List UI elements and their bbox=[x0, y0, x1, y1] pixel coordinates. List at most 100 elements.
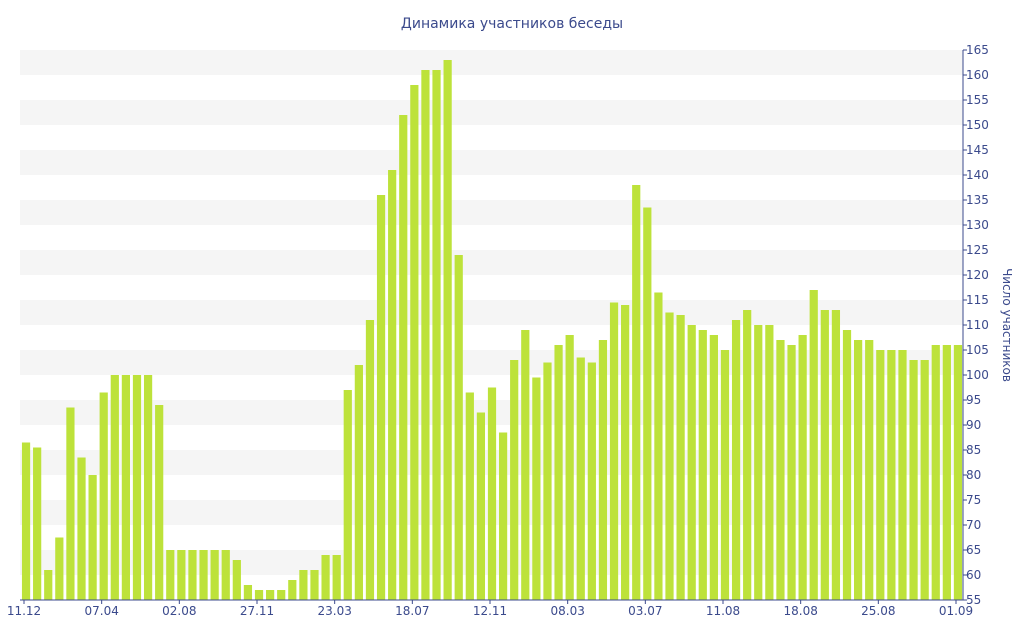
bar bbox=[177, 550, 186, 600]
bar bbox=[454, 255, 463, 600]
bar bbox=[787, 345, 796, 600]
y-tick-label: 135 bbox=[966, 193, 989, 207]
bar bbox=[709, 335, 718, 600]
y-tick-label: 75 bbox=[966, 493, 981, 507]
bar bbox=[232, 560, 241, 600]
bar bbox=[743, 310, 752, 600]
bar bbox=[621, 305, 630, 600]
bar bbox=[898, 350, 907, 600]
bar bbox=[254, 590, 264, 600]
bar bbox=[609, 302, 619, 600]
x-tick-label: 23.03 bbox=[317, 604, 351, 618]
x-tick-label: 08.03 bbox=[550, 604, 584, 618]
y-tick-label: 160 bbox=[966, 68, 989, 82]
bar bbox=[321, 555, 330, 600]
bar bbox=[166, 550, 175, 600]
bar bbox=[698, 330, 707, 600]
grid-band bbox=[20, 150, 963, 175]
bar bbox=[66, 407, 75, 600]
bar bbox=[110, 375, 119, 600]
grid-band bbox=[20, 100, 963, 125]
y-tick-label: 140 bbox=[966, 168, 989, 182]
bar bbox=[310, 570, 319, 600]
bar bbox=[587, 362, 596, 600]
y-tick-label: 145 bbox=[966, 143, 989, 157]
y-tick-label: 105 bbox=[966, 343, 989, 357]
bar bbox=[299, 570, 308, 600]
bar bbox=[343, 390, 352, 600]
bar bbox=[831, 310, 841, 600]
bar bbox=[632, 185, 641, 600]
y-tick-label: 70 bbox=[966, 518, 981, 532]
bars bbox=[21, 60, 963, 600]
bar bbox=[188, 550, 197, 600]
bar bbox=[77, 457, 86, 600]
bar bbox=[44, 570, 53, 600]
bar bbox=[820, 310, 829, 600]
bar bbox=[410, 85, 419, 600]
bar bbox=[565, 335, 574, 600]
bar bbox=[432, 70, 441, 600]
bar bbox=[288, 580, 297, 600]
bar bbox=[654, 292, 663, 600]
y-tick-label: 65 bbox=[966, 543, 981, 557]
grid-band bbox=[20, 50, 963, 75]
y-tick-label: 55 bbox=[966, 593, 981, 607]
y-tick-label: 150 bbox=[966, 118, 989, 132]
x-tick-label: 11.08 bbox=[706, 604, 740, 618]
bar bbox=[354, 365, 363, 600]
bar bbox=[88, 475, 97, 600]
x-ticks: 11.12 07.04 02.08 27.11 23.03 18.07 12.11 08.03… bbox=[7, 600, 973, 618]
bar bbox=[199, 550, 208, 600]
x-tick-label: 01.09 bbox=[939, 604, 973, 618]
bar bbox=[487, 387, 497, 600]
bar bbox=[421, 70, 430, 600]
bar bbox=[543, 362, 552, 600]
bar bbox=[132, 375, 142, 600]
bar bbox=[465, 392, 474, 600]
bar bbox=[476, 412, 486, 600]
bar bbox=[33, 447, 42, 600]
x-tick-label: 18.07 bbox=[395, 604, 429, 618]
y-tick-label: 85 bbox=[966, 443, 981, 457]
x-tick-label: 12.11 bbox=[473, 604, 507, 618]
y-tick-label: 165 bbox=[966, 43, 989, 57]
bar bbox=[332, 555, 341, 600]
y-tick-label: 90 bbox=[966, 418, 981, 432]
bar bbox=[399, 115, 408, 600]
bar bbox=[277, 590, 286, 600]
bar bbox=[754, 325, 763, 600]
bar bbox=[676, 315, 685, 600]
x-tick-label: 03.07 bbox=[628, 604, 662, 618]
bar bbox=[143, 375, 153, 600]
x-tick-label: 25.08 bbox=[861, 604, 895, 618]
bar bbox=[21, 442, 31, 600]
x-tick-label: 18.08 bbox=[783, 604, 817, 618]
x-tick-label: 07.04 bbox=[84, 604, 118, 618]
y-tick-label: 60 bbox=[966, 568, 981, 582]
chart-title: Динамика участников беседы bbox=[401, 16, 623, 32]
bar bbox=[865, 340, 874, 600]
bar bbox=[720, 350, 730, 600]
y-tick-label: 115 bbox=[966, 293, 989, 307]
bar bbox=[510, 360, 519, 600]
grid-band bbox=[20, 300, 963, 325]
y-tick-label: 95 bbox=[966, 393, 981, 407]
y-tick-label: 125 bbox=[966, 243, 989, 257]
bar bbox=[443, 60, 452, 600]
bar bbox=[554, 345, 563, 600]
bar bbox=[121, 375, 130, 600]
bar bbox=[55, 537, 64, 600]
bar bbox=[920, 360, 929, 600]
bar bbox=[942, 345, 951, 600]
bar bbox=[765, 325, 774, 600]
bar bbox=[776, 340, 785, 600]
bar bbox=[221, 550, 230, 600]
bar bbox=[598, 340, 608, 600]
y-tick-label: 100 bbox=[966, 368, 989, 382]
bar bbox=[931, 345, 940, 600]
bar bbox=[99, 392, 108, 600]
bar bbox=[365, 320, 375, 600]
bar bbox=[665, 312, 674, 600]
